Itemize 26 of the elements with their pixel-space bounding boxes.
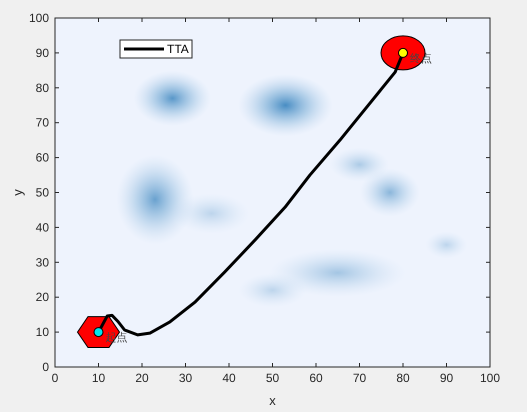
x-tick-label: 10	[92, 371, 106, 385]
legend-label: TTA	[167, 42, 189, 56]
y-tick-label: 20	[36, 290, 50, 304]
y-tick-label: 90	[36, 46, 50, 60]
x-tick-label: 70	[352, 371, 366, 385]
x-tick-label: 40	[222, 371, 236, 385]
y-tick-label: 30	[36, 255, 50, 270]
x-tick-label: 100	[480, 371, 500, 385]
y-tick-label: 50	[36, 186, 50, 200]
x-tick-label: 90	[440, 371, 454, 385]
x-tick-label: 30	[178, 371, 192, 385]
x-tick-label: 0	[52, 371, 59, 385]
x-tick-label: 60	[309, 371, 323, 385]
x-axis-title: x	[269, 393, 276, 408]
x-tick-label: 80	[396, 371, 410, 385]
y-tick-label: 100	[28, 11, 50, 25]
x-tick-label: 20	[135, 371, 149, 385]
y-tick-label: 60	[36, 150, 50, 165]
x-tick-label: 50	[266, 371, 280, 385]
y-tick-label: 40	[36, 220, 50, 234]
y-tick-label: 0	[42, 360, 50, 374]
y-axis-title: y	[10, 188, 25, 196]
y-tick-label: 10	[36, 325, 50, 340]
y-tick-label: 70	[36, 116, 50, 130]
annotation: 起点	[106, 331, 128, 344]
y-tick-label: 80	[36, 80, 50, 95]
